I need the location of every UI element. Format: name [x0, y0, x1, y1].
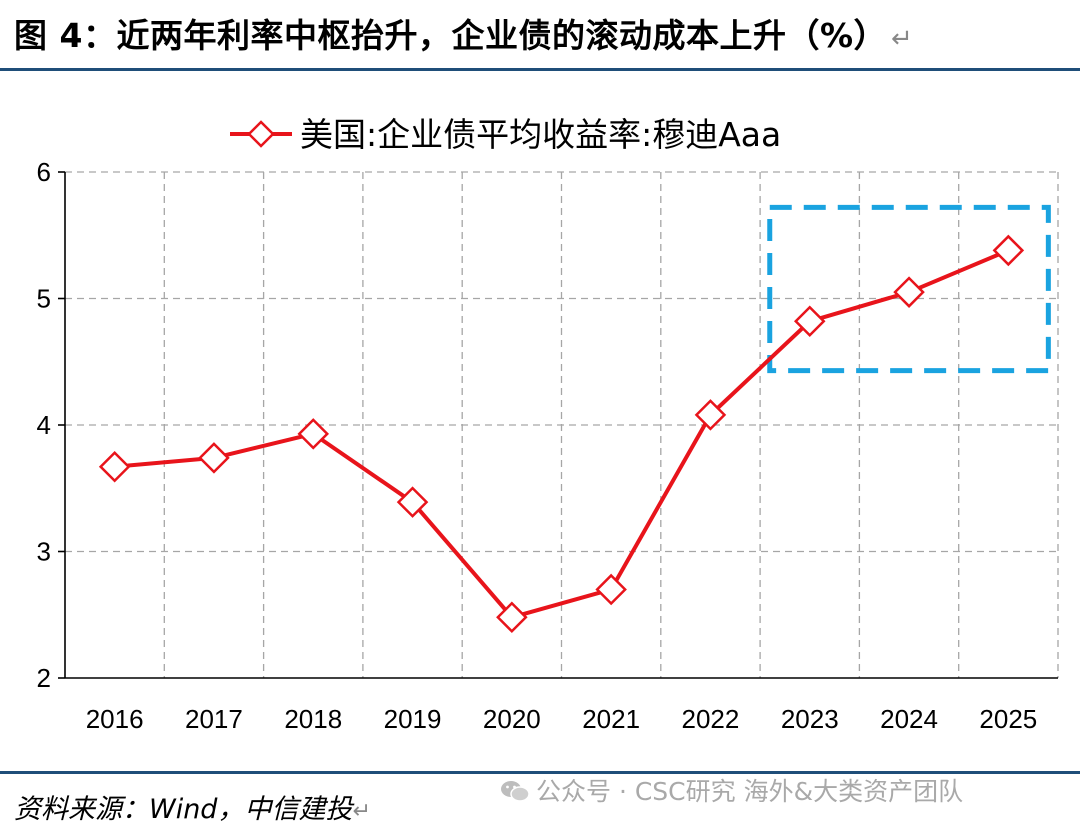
return-mark-icon: ↵ [352, 799, 371, 824]
figure-title-text: 图 4：近两年利率中枢抬升，企业债的滚动成本上升（%） [14, 16, 888, 55]
wechat-icon [501, 781, 530, 802]
data-point [198, 442, 230, 474]
legend-marker [247, 120, 275, 148]
source-text: 资料来源：Wind，中信建投 [14, 794, 353, 825]
x-tick-label: 2016 [86, 704, 144, 734]
source-note: 资料来源：Wind，中信建投↵ [14, 790, 371, 830]
series-layer [98, 234, 1025, 634]
data-point [297, 418, 330, 450]
x-tick-labels: 2016 2017 2018 2019 2020 2021 2022 2023 2024 2025 [86, 704, 1038, 734]
data-point [396, 486, 429, 518]
x-tick-label: 2020 [483, 704, 541, 734]
x-tick-label: 2024 [880, 704, 938, 734]
x-tick-label: 2022 [682, 704, 740, 734]
y-tick-label: 6 [37, 157, 51, 187]
return-mark-icon: ↵ [891, 24, 914, 54]
data-point [694, 399, 727, 431]
title-rule [0, 68, 1080, 71]
data-point [595, 573, 627, 606]
data-point [98, 450, 131, 483]
data-point [793, 305, 826, 338]
y-tick-labels: 2 3 4 5 6 [37, 157, 51, 693]
y-tick-label: 3 [37, 537, 51, 567]
y-tick-label: 2 [37, 663, 51, 693]
highlight-box [767, 204, 1051, 374]
x-tick-label: 2018 [284, 704, 342, 734]
figure-title: 图 4：近两年利率中枢抬升，企业债的滚动成本上升（%） ↵ [14, 12, 1054, 60]
watermark: 公众号 · CSC研究 海外&大类资产团队 [500, 774, 963, 810]
axes [58, 171, 1058, 679]
y-tick-label: 5 [37, 284, 51, 314]
data-point [496, 601, 528, 634]
x-tick-label: 2025 [979, 704, 1037, 734]
grid [65, 171, 1059, 678]
x-tick-label: 2017 [185, 704, 243, 734]
y-tick-label: 4 [37, 410, 51, 440]
x-tick-label: 2023 [781, 704, 839, 734]
legend-label: 美国:企业债平均收益率:穆迪Aaa [300, 115, 781, 154]
footer-rule [0, 771, 1080, 774]
data-point [893, 276, 925, 308]
x-tick-label: 2019 [384, 704, 442, 734]
legend: 美国:企业债平均收益率:穆迪Aaa [230, 115, 781, 154]
x-tick-label: 2021 [582, 704, 640, 734]
data-point [992, 234, 1025, 267]
highlight-box-layer [767, 204, 1051, 374]
watermark-text: 公众号 · CSC研究 海外&大类资产团队 [536, 777, 964, 806]
series-line [114, 248, 1010, 620]
